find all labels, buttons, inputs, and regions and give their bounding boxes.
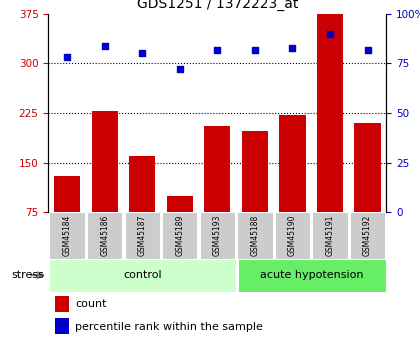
Bar (125, 212, 160, 259)
Bar (129, 156, 155, 262)
Bar (55, 296, 68, 312)
Point (289, 45, 296, 50)
Text: control: control (123, 270, 162, 280)
Bar (200, 212, 235, 259)
Text: GSM45187: GSM45187 (138, 215, 147, 256)
Bar (50, 259, 236, 292)
Bar (237, 212, 273, 259)
Bar (279, 115, 306, 262)
Bar (242, 131, 268, 262)
Point (214, 47, 221, 52)
Title: GDS1251 / 1372223_at: GDS1251 / 1372223_at (136, 0, 298, 11)
Bar (167, 196, 193, 262)
Text: GSM45188: GSM45188 (250, 215, 260, 256)
Bar (87, 212, 122, 259)
Text: GSM45191: GSM45191 (326, 215, 335, 256)
Text: acute hypotension: acute hypotension (260, 270, 363, 280)
Bar (55, 318, 68, 334)
Point (101, 43, 108, 48)
Text: GSM45192: GSM45192 (363, 215, 372, 256)
Bar (92, 111, 118, 262)
Text: stress: stress (11, 270, 44, 280)
Bar (275, 212, 310, 259)
Text: GSM45184: GSM45184 (63, 215, 71, 256)
Point (327, 31, 333, 37)
Point (139, 51, 146, 56)
Text: percentile rank within the sample: percentile rank within the sample (75, 322, 263, 332)
Point (252, 47, 258, 52)
Point (176, 67, 183, 72)
Text: GSM45193: GSM45193 (213, 215, 222, 256)
Point (364, 47, 371, 52)
Bar (239, 259, 405, 292)
Bar (312, 212, 348, 259)
Bar (350, 212, 385, 259)
Text: GSM45189: GSM45189 (175, 215, 184, 256)
Point (64, 55, 71, 60)
Text: GSM45186: GSM45186 (100, 215, 109, 256)
Bar (317, 14, 343, 262)
Bar (54, 176, 80, 262)
Bar (354, 123, 381, 262)
Text: GSM45190: GSM45190 (288, 215, 297, 256)
Bar (50, 212, 85, 259)
Text: count: count (75, 299, 107, 309)
Bar (204, 126, 231, 262)
Bar (162, 212, 197, 259)
